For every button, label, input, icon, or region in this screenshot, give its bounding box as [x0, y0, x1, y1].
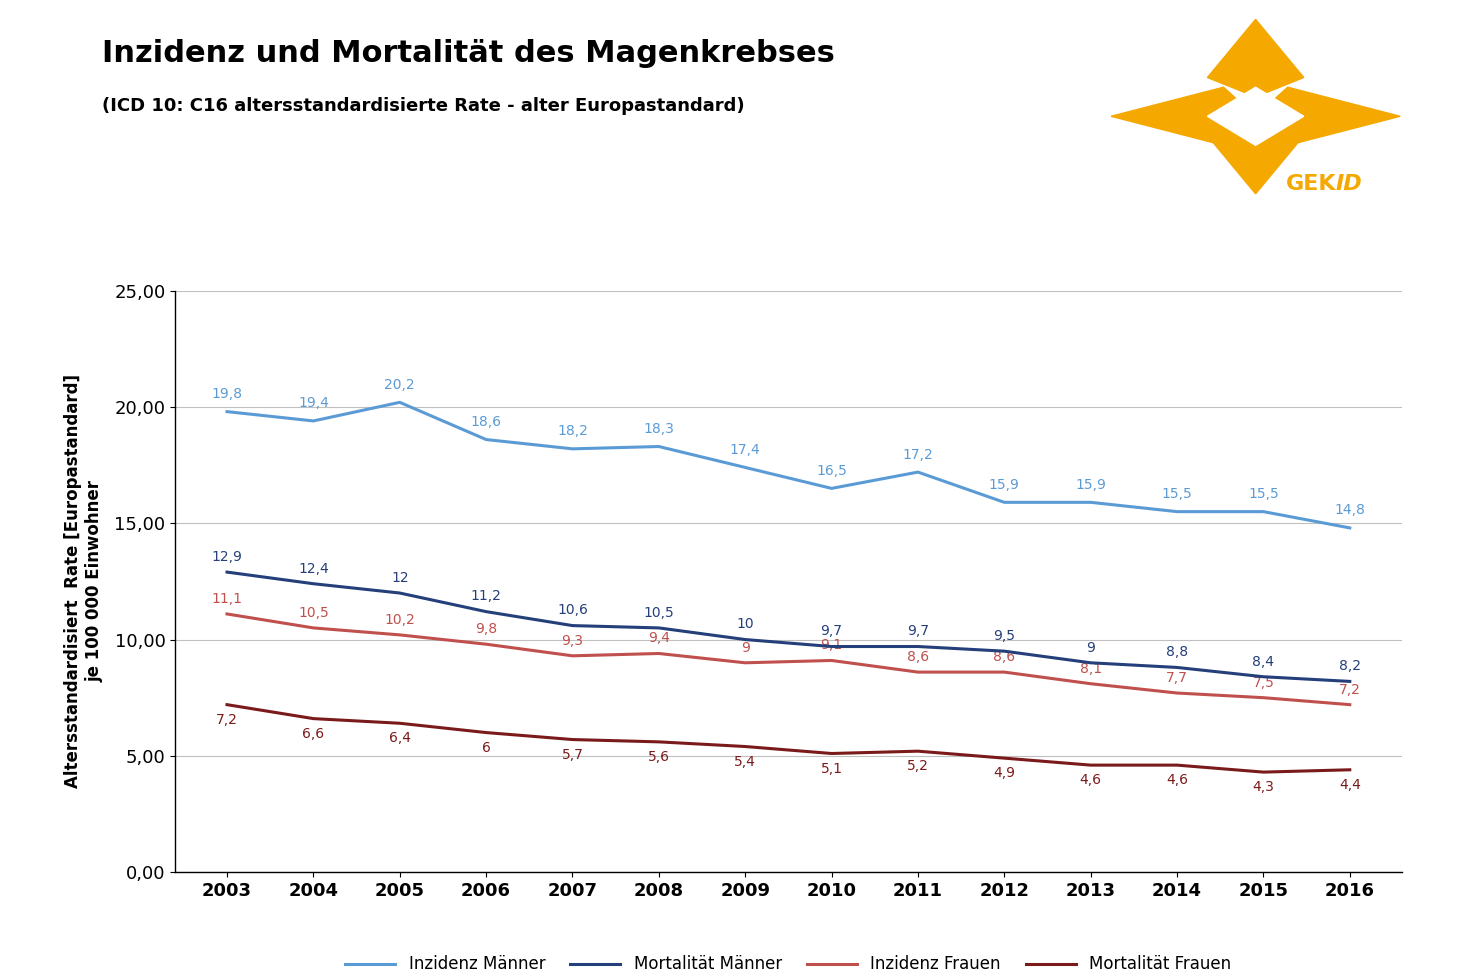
Text: 4,4: 4,4 [1339, 778, 1361, 792]
Text: 11,2: 11,2 [470, 589, 502, 604]
Text: 7,2: 7,2 [1339, 682, 1361, 697]
Polygon shape [1207, 19, 1304, 97]
Text: 9,4: 9,4 [648, 632, 670, 645]
Text: 10,5: 10,5 [644, 606, 675, 620]
Text: 8,4: 8,4 [1253, 655, 1275, 669]
Text: 10: 10 [736, 617, 753, 632]
Polygon shape [1207, 87, 1304, 145]
Text: 7,5: 7,5 [1253, 675, 1275, 690]
Text: 4,6: 4,6 [1167, 773, 1188, 787]
Text: 10,5: 10,5 [298, 606, 328, 620]
Text: 11,1: 11,1 [212, 592, 242, 606]
Text: 4,6: 4,6 [1080, 773, 1102, 787]
Y-axis label: Altersstandardisiert  Rate [Europastandard]
je 100 000 Einwohner: Altersstandardisiert Rate [Europastandar… [64, 374, 104, 789]
Text: 4,3: 4,3 [1253, 780, 1275, 795]
Text: 9,8: 9,8 [474, 622, 498, 636]
Text: 12,4: 12,4 [298, 562, 328, 576]
Text: 6: 6 [482, 740, 491, 755]
Text: 18,6: 18,6 [470, 415, 502, 429]
Text: Inzidenz und Mortalität des Magenkrebses: Inzidenz und Mortalität des Magenkrebses [102, 39, 835, 68]
Text: 9: 9 [1086, 641, 1095, 655]
Text: 7,7: 7,7 [1167, 671, 1188, 685]
Text: 15,9: 15,9 [1075, 478, 1107, 492]
Text: 15,5: 15,5 [1248, 487, 1279, 501]
Legend: Inzidenz Männer, Mortalität Männer, Inzidenz Frauen, Mortalität Frauen: Inzidenz Männer, Mortalität Männer, Inzi… [339, 949, 1238, 969]
Polygon shape [1111, 87, 1256, 145]
Text: (ICD 10: C16 altersstandardisierte Rate - alter Europastandard): (ICD 10: C16 altersstandardisierte Rate … [102, 97, 745, 115]
Text: 9,3: 9,3 [562, 634, 584, 647]
Text: 9,7: 9,7 [821, 624, 842, 639]
Text: 14,8: 14,8 [1334, 504, 1365, 517]
Text: 10,6: 10,6 [558, 604, 588, 617]
Text: 9,7: 9,7 [907, 624, 929, 639]
Polygon shape [1207, 116, 1304, 194]
Text: GEK: GEK [1285, 174, 1336, 194]
Text: 20,2: 20,2 [384, 378, 415, 391]
Text: 8,2: 8,2 [1339, 659, 1361, 673]
Text: 16,5: 16,5 [816, 464, 847, 478]
Text: 8,6: 8,6 [907, 650, 929, 664]
Text: 5,7: 5,7 [562, 748, 584, 762]
Text: 5,1: 5,1 [821, 762, 842, 775]
Text: 5,6: 5,6 [648, 750, 670, 764]
Text: 6,4: 6,4 [388, 732, 410, 745]
Text: 12,9: 12,9 [212, 550, 242, 564]
Text: 9,5: 9,5 [993, 629, 1015, 643]
Text: 9,1: 9,1 [821, 639, 842, 652]
Text: ID: ID [1336, 174, 1362, 194]
Text: 19,8: 19,8 [212, 388, 242, 401]
Text: 8,6: 8,6 [993, 650, 1015, 664]
Text: 7,2: 7,2 [216, 713, 238, 727]
Text: 5,2: 5,2 [907, 760, 929, 773]
Text: 18,2: 18,2 [558, 424, 588, 438]
Text: 4,9: 4,9 [993, 766, 1015, 780]
Text: 15,9: 15,9 [988, 478, 1019, 492]
Text: 10,2: 10,2 [384, 612, 415, 627]
Text: 8,1: 8,1 [1079, 662, 1102, 675]
Text: 9: 9 [740, 641, 749, 655]
Text: 8,8: 8,8 [1167, 645, 1188, 659]
Polygon shape [1256, 87, 1400, 145]
Text: 5,4: 5,4 [734, 755, 756, 768]
Text: 17,4: 17,4 [730, 443, 761, 457]
Text: 15,5: 15,5 [1162, 487, 1193, 501]
Text: 17,2: 17,2 [902, 448, 933, 461]
Text: 12: 12 [391, 571, 409, 585]
Text: 18,3: 18,3 [644, 422, 675, 436]
Text: 19,4: 19,4 [298, 396, 328, 411]
Text: 6,6: 6,6 [302, 727, 324, 740]
